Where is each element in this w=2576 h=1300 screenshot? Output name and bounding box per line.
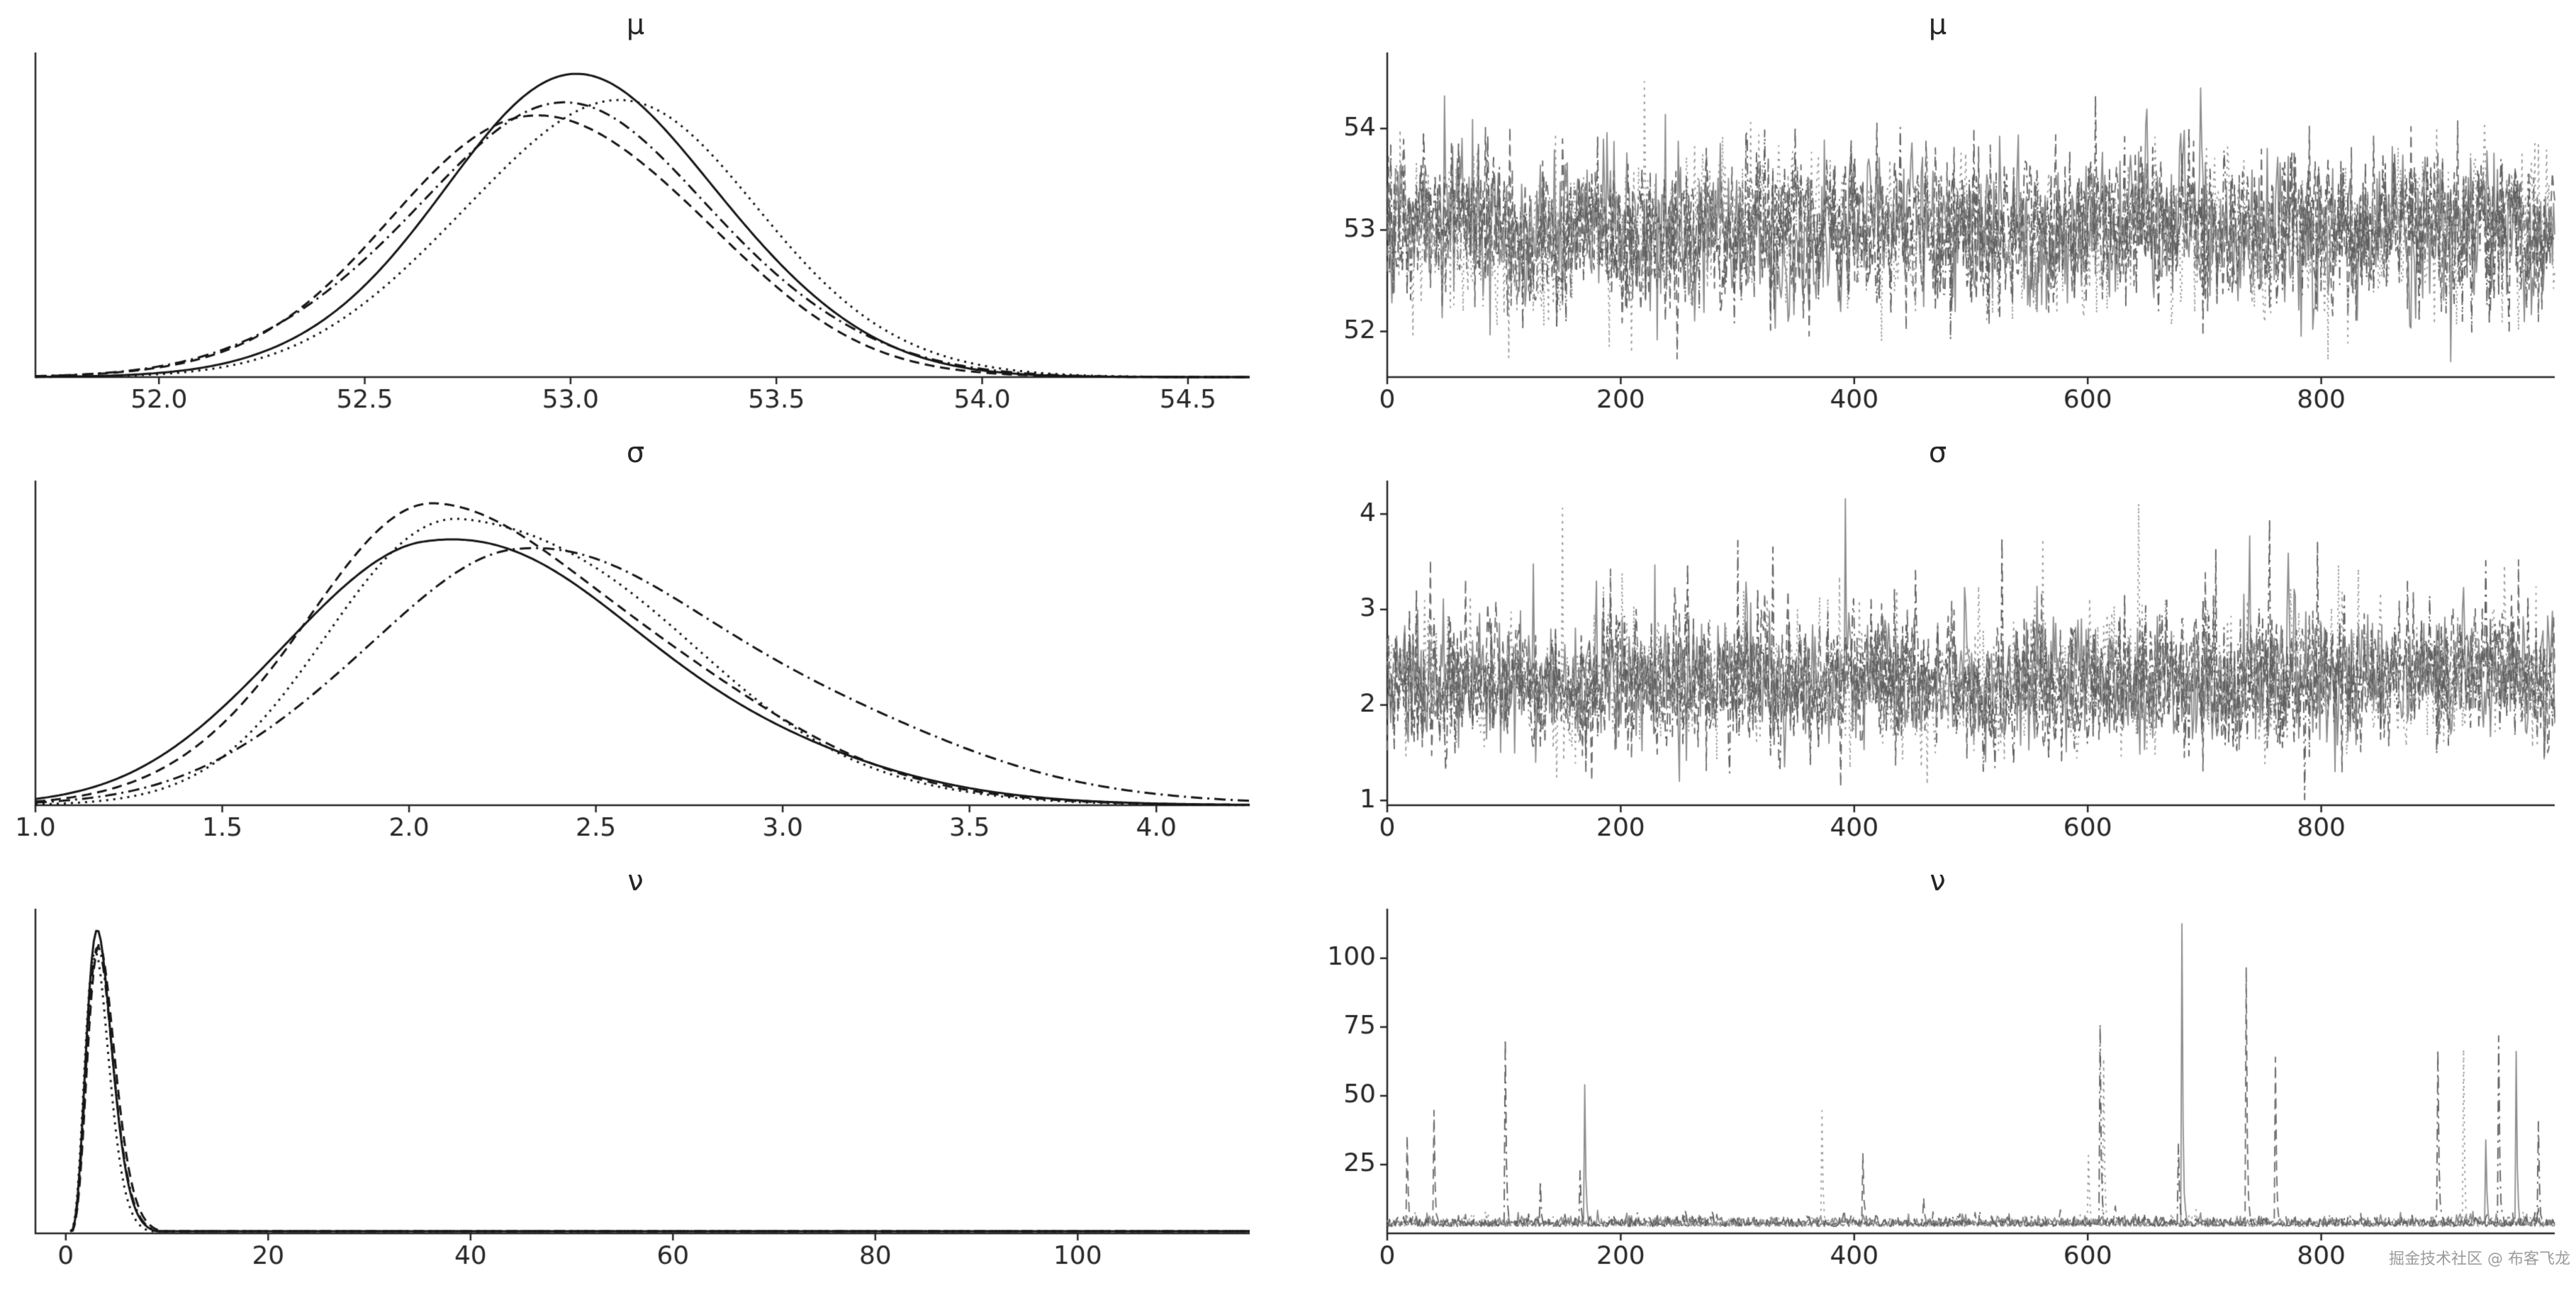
density-canvas-mu (10, 43, 1261, 425)
density-panel-nu: ν (10, 863, 1261, 1282)
density-title-mu: μ (626, 9, 645, 41)
trace-title-mu: μ (1928, 9, 1947, 41)
trace-canvas-mu (1312, 43, 2563, 425)
trace-canvas-nu (1312, 899, 2563, 1282)
plot-grid: μ μ σ σ ν ν (10, 7, 2563, 1282)
trace-panel-sigma: σ (1312, 435, 2563, 853)
trace-title-sigma: σ (1928, 437, 1947, 469)
watermark: 掘金技术社区 @ 布客飞龙 (2389, 1250, 2570, 1268)
density-panel-sigma: σ (10, 435, 1261, 853)
trace-panel-mu: μ (1312, 7, 2563, 425)
density-canvas-nu (10, 899, 1261, 1282)
density-canvas-sigma (10, 471, 1261, 853)
trace-title-nu: ν (1930, 865, 1946, 897)
density-panel-mu: μ (10, 7, 1261, 425)
trace-canvas-sigma (1312, 471, 2563, 853)
density-title-sigma: σ (626, 437, 645, 469)
trace-panel-nu: ν (1312, 863, 2563, 1282)
density-title-nu: ν (627, 865, 644, 897)
